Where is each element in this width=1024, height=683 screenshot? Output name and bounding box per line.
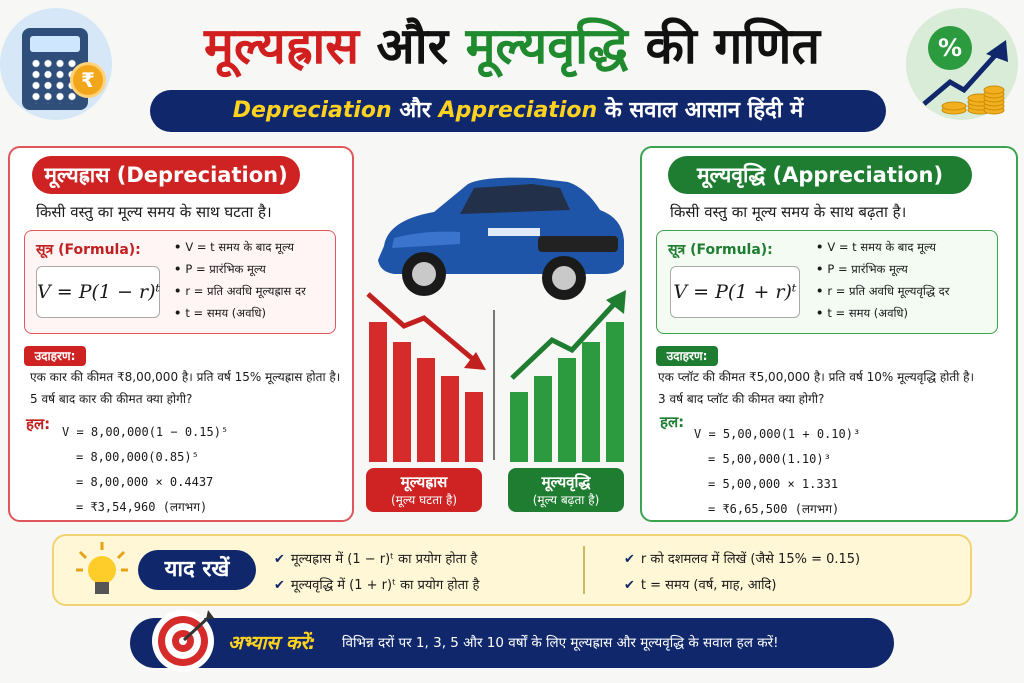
depreciation-panel	[8, 146, 354, 522]
appreciation-example-line1: एक प्लॉट की कीमत ₹5,00,000 है। प्रति वर्…	[658, 370, 975, 384]
coins-stack-icon	[941, 85, 1005, 115]
depreciation-solution-label: हल:	[26, 415, 51, 433]
remember-item-4: ✔ t = समय (वर्ष, माह, आदि)	[624, 578, 777, 593]
practice-banner	[130, 618, 894, 668]
bullet-item: V = t समय के बाद मूल्य	[174, 236, 306, 258]
bullet-item: P = प्रारंभिक मूल्य	[816, 258, 949, 280]
depreciation-example-tag: उदाहरण:	[24, 346, 86, 366]
depreciation-steps: V = 8,00,000(1 − 0.15)⁵ = 8,00,000(0.85)…	[62, 420, 228, 520]
depreciation-example-line1: एक कार की कीमत ₹8,00,000 है। प्रति वर्ष …	[30, 370, 341, 384]
subtitle-appreciation: Appreciation	[438, 98, 598, 123]
practice-label: अभ्यास करें:	[228, 632, 316, 654]
page-title: मूल्यह्रास और मूल्यवृद्धि की गणित	[120, 10, 904, 82]
remember-item-2: ✔ मूल्यवृद्धि में (1 + r)ᵗ का प्रयोग होता…	[274, 578, 480, 593]
appreciation-bar	[534, 376, 552, 462]
remember-title: याद रखें	[138, 550, 256, 590]
check-icon: ✔	[274, 578, 285, 593]
appreciation-center-label: मूल्यवृद्धि (मूल्य बढ़ता है)	[508, 468, 624, 512]
appreciation-bar	[558, 358, 576, 462]
subtitle-rest: के सवाल आसान हिंदी में	[604, 98, 804, 123]
depreciation-center-label: मूल्यह्रास (मूल्य घटता है)	[366, 468, 482, 512]
percent-icon: %	[928, 26, 972, 70]
bullet-item: V = t समय के बाद मूल्य	[816, 236, 949, 258]
remember-divider	[583, 546, 585, 594]
solution-step: = 8,00,000(0.85)⁵	[76, 450, 199, 464]
title-aur: और	[376, 17, 449, 75]
appreciation-panel	[640, 146, 1018, 522]
appreciation-steps: V = 5,00,000(1 + 0.10)³ = 5,00,000(1.10)…	[694, 422, 860, 522]
depreciation-bar	[417, 358, 435, 462]
lightbulb-icon	[76, 542, 128, 594]
appreciation-formula-label: सूत्र (Formula):	[668, 242, 773, 258]
down-arrow-icon	[366, 292, 486, 370]
appreciation-bar	[510, 392, 528, 462]
check-icon: ✔	[624, 578, 635, 593]
solution-step: = ₹3,54,960 (लगभग)	[76, 500, 208, 514]
target-icon	[152, 610, 214, 672]
remember-item-1: ✔ मूल्यह्रास में (1 − r)ᵗ का प्रयोग होता …	[274, 552, 478, 567]
solution-step: V = 5,00,000(1 + 0.10)³	[694, 427, 861, 441]
depreciation-bar	[441, 376, 459, 462]
solution-step: V = 8,00,000(1 − 0.15)⁵	[62, 425, 229, 439]
title-ki-ganit: की गणित	[645, 17, 820, 75]
depreciation-bar	[393, 342, 411, 462]
subtitle-banner: Depreciation और Appreciation के सवाल आसा…	[150, 90, 886, 132]
solution-step: = 5,00,000(1.10)³	[708, 452, 831, 466]
depreciation-heading: मूल्यह्रास (Depreciation)	[32, 156, 300, 194]
depreciation-formula: V = P(1 − r)ᵗ	[36, 266, 160, 318]
depreciation-description: किसी वस्तु का मूल्य समय के साथ घटता है।	[36, 203, 272, 221]
title-appreciation: मूल्यवृद्धि	[465, 17, 629, 75]
rupee-coin-icon: ₹	[70, 62, 106, 98]
appreciation-formula: V = P(1 + r)ᵗ	[670, 266, 800, 318]
appreciation-center-sub: (मूल्य बढ़ता है)	[532, 493, 600, 507]
appreciation-example-tag: उदाहरण:	[656, 346, 718, 366]
check-icon: ✔	[274, 552, 285, 567]
depreciation-example-line2: 5 वर्ष बाद कार की कीमत क्या होगी?	[30, 392, 193, 406]
depreciation-bar	[465, 392, 483, 462]
depreciation-center-sub: (मूल्य घटता है)	[390, 493, 458, 507]
bullet-item: t = समय (अवधि)	[816, 302, 949, 324]
subtitle-aur: और	[399, 98, 431, 123]
remember-item-3: ✔ r को दशमलव में लिखें (जैसे 15% = 0.15)	[624, 552, 861, 567]
blue-car-image	[378, 177, 624, 300]
appreciation-example-line2: 3 वर्ष बाद प्लॉट की कीमत क्या होगी?	[658, 392, 825, 406]
solution-step: = 5,00,000 × 1.331	[708, 477, 839, 491]
check-icon: ✔	[624, 552, 635, 567]
bullet-item: t = समय (अवधि)	[174, 302, 306, 324]
center-divider	[493, 310, 495, 460]
growth-arrow-icon	[922, 40, 1008, 106]
depreciation-center-title: मूल्यह्रास	[400, 473, 448, 491]
appreciation-description: किसी वस्तु का मूल्य समय के साथ बढ़ता है।	[670, 203, 907, 221]
bullet-item: P = प्रारंभिक मूल्य	[174, 258, 306, 280]
solution-step: = ₹6,65,500 (लगभग)	[708, 502, 840, 516]
bullet-item: r = प्रति अवधि मूल्यवृद्धि दर	[816, 280, 949, 302]
appreciation-bar	[606, 322, 624, 462]
title-depreciation: मूल्यह्रास	[204, 17, 360, 75]
depreciation-formula-label: सूत्र (Formula):	[36, 242, 141, 258]
appreciation-heading: मूल्यवृद्धि (Appreciation)	[668, 156, 972, 194]
subtitle-depreciation: Depreciation	[232, 98, 392, 123]
depreciation-bar	[369, 322, 387, 462]
depreciation-bullets: V = t समय के बाद मूल्य P = प्रारंभिक मूल…	[174, 236, 306, 324]
up-arrow-icon	[510, 290, 626, 380]
practice-text: विभिन्न दरों पर 1, 3, 5 और 10 वर्षों के …	[342, 635, 779, 651]
calculator-screen-icon	[30, 36, 80, 52]
appreciation-bar	[582, 342, 600, 462]
appreciation-solution-label: हल:	[660, 413, 685, 431]
appreciation-center-title: मूल्यवृद्धि	[541, 473, 591, 491]
bullet-item: r = प्रति अवधि मूल्यह्रास दर	[174, 280, 305, 302]
appreciation-bullets: V = t समय के बाद मूल्य P = प्रारंभिक मूल…	[816, 236, 949, 324]
solution-step: = 8,00,000 × 0.4437	[76, 475, 214, 489]
